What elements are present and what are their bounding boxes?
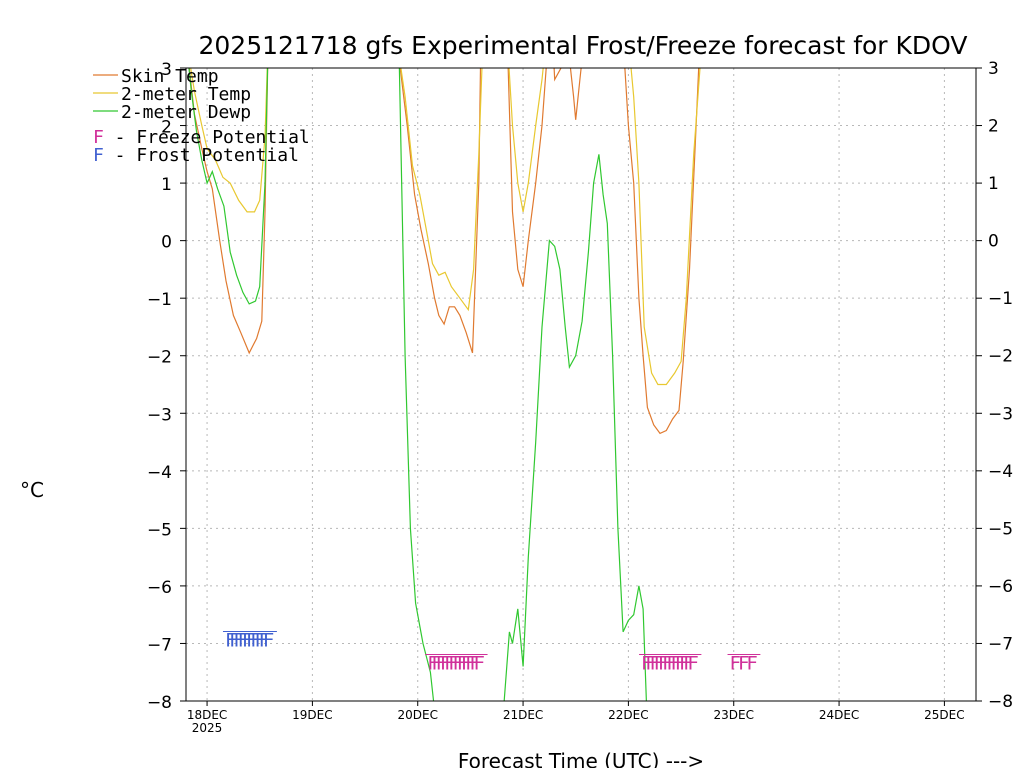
frost-marker: F	[259, 629, 270, 651]
y-axis-right: 3 2 1 0 −1 −2 −3 −4 −5 −6 −7 −8	[976, 59, 1013, 712]
freeze-marker: F	[658, 652, 669, 674]
freeze-marker: F	[474, 652, 485, 674]
freeze-marker: F	[662, 652, 673, 674]
freeze-marker: F	[671, 652, 682, 674]
y-tick-label: 1	[161, 175, 172, 195]
y-tick-label-right: −8	[988, 692, 1013, 712]
y-tick-label: −2	[147, 348, 172, 368]
freeze-marker: F	[738, 652, 749, 674]
y-tick-label: 3	[161, 60, 172, 80]
freeze-marker: F	[730, 652, 741, 674]
freeze-marker: F	[436, 652, 447, 674]
x-tick-sublabel: 2025	[192, 721, 223, 735]
y-tick-label: 0	[161, 233, 172, 253]
y-axis-label: °C	[20, 478, 44, 502]
legend-label: 2-meter Dewp	[121, 102, 251, 123]
y-tick-label-right: −7	[988, 634, 1013, 654]
freeze-marker: F	[679, 652, 690, 674]
freeze-marker: F	[431, 652, 442, 674]
x-tick-label: 25DEC	[924, 708, 964, 722]
freeze-marker: F	[469, 652, 480, 674]
freeze-marker: F	[465, 652, 476, 674]
frost-marker: F	[238, 629, 249, 651]
y-tick-label-right: 2	[988, 117, 999, 137]
series-2-meter-dewp	[188, 68, 647, 701]
freeze-marker: F	[461, 652, 472, 674]
series-lines	[188, 68, 701, 701]
frost-marker: F	[250, 629, 261, 651]
x-tick-label: 22DEC	[608, 708, 648, 722]
y-tick-label: −5	[147, 520, 172, 540]
y-tick-label: 2	[161, 118, 172, 138]
series-skin-temp	[188, 68, 700, 435]
y-tick-label: −6	[147, 578, 172, 598]
y-tick-label-right: −5	[988, 519, 1013, 539]
frost-marker: F	[233, 629, 244, 651]
legend-potential: F - Freeze Potential	[93, 127, 310, 148]
y-tick-label-right: −6	[988, 577, 1013, 597]
freeze-marker: F	[683, 652, 694, 674]
freeze-marker: F	[444, 652, 455, 674]
x-tick-label: 24DEC	[819, 708, 859, 722]
frost-marker: F	[263, 629, 274, 651]
freeze-marker: F	[746, 652, 757, 674]
freeze-marker: F	[440, 652, 451, 674]
frost-marker: F	[242, 629, 253, 651]
freeze-marker: F	[641, 652, 652, 674]
freeze-marker: F	[649, 652, 660, 674]
x-tick-label: 20DEC	[397, 708, 437, 722]
freeze-marker: F	[675, 652, 686, 674]
x-axis-label: Forecast Time (UTC) --->	[458, 749, 704, 768]
y-tick-label-right: −3	[988, 404, 1013, 424]
y-axis-left: 3 2 1 0 −1 −2 −3 −4 −5 −6 −7 −8	[147, 60, 186, 713]
freeze-marker: F	[457, 652, 468, 674]
chart-title: 2025121718 gfs Experimental Frost/Freeze…	[199, 31, 968, 60]
y-tick-label: −1	[147, 290, 172, 310]
y-tick-label: −3	[147, 405, 172, 425]
y-tick-label-right: 1	[988, 174, 999, 194]
freeze-marker: F	[448, 652, 459, 674]
freeze-marker: F	[427, 652, 438, 674]
legend-label: 2-meter Temp	[121, 84, 251, 105]
freeze-marker: F	[654, 652, 665, 674]
x-tick-label: 23DEC	[713, 708, 753, 722]
frost-marker: F	[246, 629, 257, 651]
freeze-marker: F	[687, 652, 698, 674]
y-tick-label: −7	[147, 635, 172, 655]
y-tick-label-right: 0	[988, 232, 999, 252]
y-tick-label-right: −1	[988, 289, 1013, 309]
freeze-marker: F	[645, 652, 656, 674]
legend-potential: F - Frost Potential	[93, 145, 299, 166]
gridlines	[186, 68, 976, 701]
y-tick-label-right: 3	[988, 59, 999, 79]
frost-marker: F	[225, 629, 236, 651]
y-tick-label: −4	[147, 463, 172, 483]
series-2-meter-temp	[190, 68, 701, 386]
freeze-marker: F	[452, 652, 463, 674]
y-tick-label-right: −2	[988, 347, 1013, 367]
y-tick-label: −8	[147, 693, 172, 713]
legend-label: Skin Temp	[121, 66, 219, 87]
frost-marker: F	[254, 629, 265, 651]
x-tick-label: 21DEC	[503, 708, 543, 722]
freeze-marker: F	[666, 652, 677, 674]
frost-marker: F	[229, 629, 240, 651]
y-tick-label-right: −4	[988, 462, 1013, 482]
plot-frame	[185, 67, 977, 702]
x-tick-label: 19DEC	[292, 708, 332, 722]
x-tick-label: 18DEC	[187, 708, 227, 722]
